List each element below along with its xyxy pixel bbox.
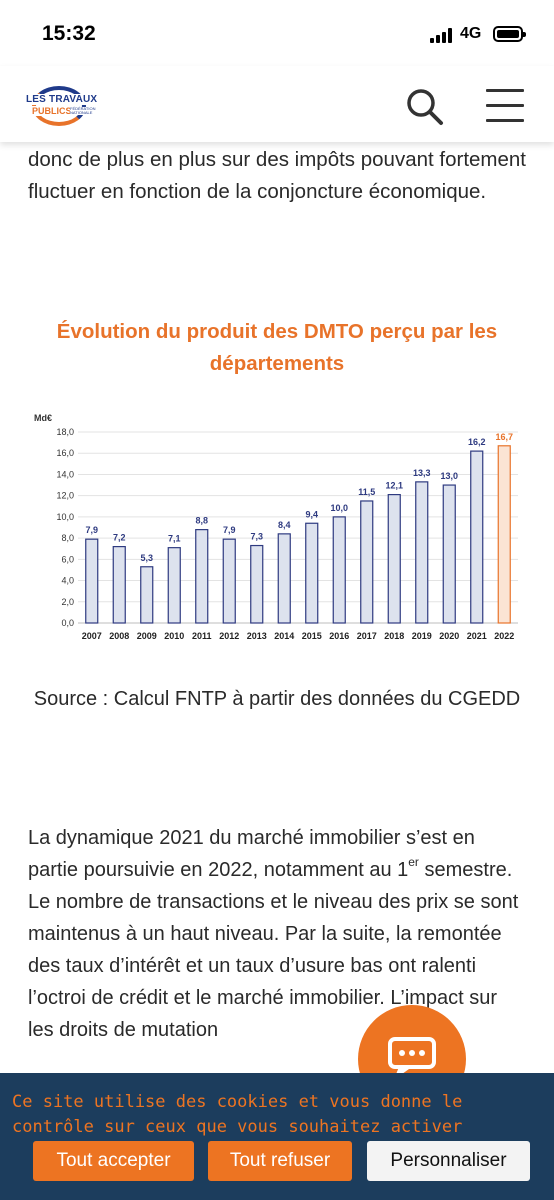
logo[interactable]: LES TRAVAUX PUBLICS FÉDÉRATION NATIONALE [26, 82, 98, 128]
bar-2007 [85, 538, 99, 624]
bar-2021 [470, 450, 484, 624]
bar-2008 [112, 546, 126, 624]
bar-2020 [442, 484, 456, 624]
x-tick-label: 2015 [302, 631, 322, 641]
x-tick-label: 2016 [329, 631, 349, 641]
data-label: 8,8 [195, 516, 208, 526]
y-axis-unit: Md€ [34, 413, 52, 423]
x-tick-label: 2010 [164, 631, 184, 641]
bar-2010 [167, 547, 181, 624]
logo-line3: FÉDÉRATION NATIONALE [70, 106, 96, 115]
x-tick-label: 2012 [219, 631, 239, 641]
y-tick-label: 14,0 [56, 469, 74, 479]
signal-icon [430, 27, 456, 43]
bar-2018 [387, 494, 401, 624]
chart-source: Source : Calcul FNTP à partir des donnée… [33, 688, 521, 710]
y-tick-label: 16,0 [56, 448, 74, 458]
search-icon[interactable] [402, 84, 446, 128]
data-label: 9,4 [305, 509, 318, 519]
x-tick-label: 2022 [494, 631, 514, 641]
y-tick-label: 0,0 [61, 618, 74, 628]
status-bar: 15:32 4G [0, 0, 554, 66]
data-label: 13,0 [440, 471, 458, 481]
y-tick-label: 2,0 [61, 597, 74, 607]
x-tick-label: 2013 [247, 631, 267, 641]
bar-2016 [332, 516, 346, 624]
y-tick-label: 8,0 [61, 533, 74, 543]
data-label: 11,5 [358, 487, 375, 497]
data-label: 12,1 [385, 481, 403, 491]
site-header: LES TRAVAUX PUBLICS FÉDÉRATION NATIONALE [0, 66, 554, 142]
data-label: 7,2 [113, 533, 126, 543]
chart-svg: Md€ 0,02,04,06,08,010,012,014,016,018,0 … [34, 413, 518, 641]
status-time: 15:32 [42, 22, 96, 45]
logo-line2: PUBLICS [32, 106, 72, 116]
bar-2009 [140, 566, 154, 624]
data-label: 16,2 [468, 437, 486, 447]
chart-title: Évolution du produit des DMTO perçu par … [56, 320, 498, 375]
x-tick-label: 2019 [412, 631, 432, 641]
bar-2011 [195, 529, 209, 624]
customize-button[interactable]: Personnaliser [367, 1141, 530, 1181]
article-paragraph-main: La dynamique 2021 du marché immobilier s… [28, 822, 528, 1046]
refuse-all-button[interactable]: Tout refuser [208, 1141, 352, 1181]
x-tick-label: 2018 [384, 631, 404, 641]
x-tick-label: 2014 [274, 631, 294, 641]
accept-all-button[interactable]: Tout accepter [33, 1141, 194, 1181]
para-main-part-a: La dynamique 2021 du marché immobilier s… [28, 827, 475, 881]
x-tick-label: 2008 [109, 631, 129, 641]
data-label: 7,1 [168, 534, 181, 544]
cookie-text: Ce site utilise des cookies et vous donn… [12, 1092, 463, 1137]
data-label: 8,4 [278, 520, 291, 530]
data-label: 13,3 [413, 468, 431, 478]
data-label: 5,3 [140, 553, 153, 563]
bar-2017 [360, 500, 374, 624]
logo-line1: LES TRAVAUX [26, 94, 98, 105]
x-tick-label: 2020 [439, 631, 459, 641]
network-label: 4G [460, 25, 482, 42]
hamburger-menu-icon[interactable] [482, 84, 526, 128]
y-tick-label: 18,0 [56, 427, 74, 437]
x-tick-label: 2007 [82, 631, 102, 641]
bar-2019 [415, 481, 429, 624]
data-label: 7,3 [250, 532, 263, 542]
bar-2014 [277, 533, 291, 624]
dmto-bar-chart: Md€ 0,0 2,0 4,0 6,0 8,0 10,0 12,0 14,0 16,0 18,0 … [28, 405, 528, 650]
bar-2022 [497, 445, 511, 624]
y-tick-label: 10,0 [56, 512, 74, 522]
data-label: 7,9 [223, 525, 236, 535]
para-main-sup: er [408, 855, 419, 869]
article-paragraph-top: donc de plus en plus sur des impôts pouv… [28, 148, 526, 203]
bar-2015 [305, 522, 319, 624]
battery-icon [493, 26, 526, 42]
y-tick-label: 6,0 [61, 554, 74, 564]
bar-2013 [250, 544, 264, 624]
x-tick-label: 2017 [357, 631, 377, 641]
y-tick-label: 4,0 [61, 576, 74, 586]
x-tick-label: 2021 [467, 631, 487, 641]
x-tick-label: 2009 [137, 631, 157, 641]
data-label: 7,9 [85, 525, 98, 535]
data-label: 10,0 [330, 503, 348, 513]
bar-2012 [222, 538, 236, 624]
data-label: 16,7 [495, 432, 513, 442]
y-tick-label: 12,0 [56, 491, 74, 501]
x-tick-label: 2011 [192, 631, 212, 641]
para-main-part-b: semestre. Le nombre de transactions et l… [28, 859, 519, 1041]
